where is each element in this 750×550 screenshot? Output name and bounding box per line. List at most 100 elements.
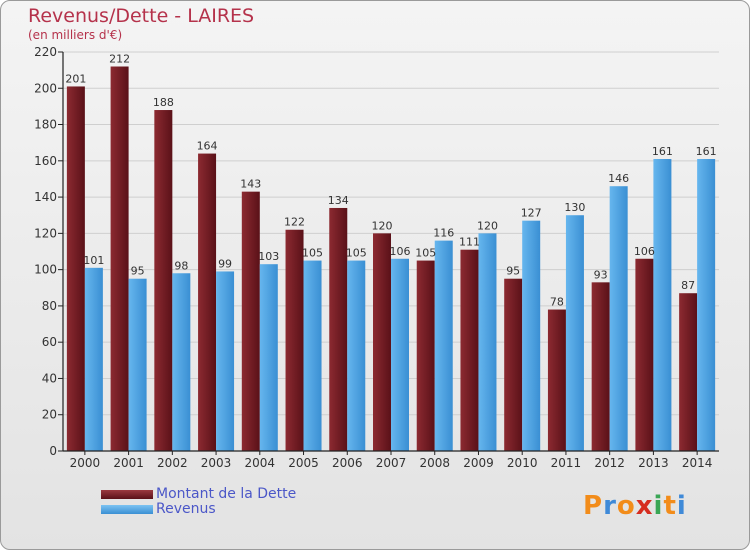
chart-subtitle: (en milliers d'€) [28, 28, 123, 42]
data-label-debt-2004: 143 [240, 178, 261, 191]
bar-revenue-2007 [391, 258, 409, 451]
data-label-revenue-2012: 146 [608, 172, 629, 185]
chart-title: Revenus/Dette - LAIRES [28, 5, 255, 27]
logo-letter: i [676, 491, 687, 521]
bar-debt-2014 [679, 293, 698, 451]
data-label-revenue-2009: 120 [477, 219, 498, 232]
bar-debt-2001 [110, 66, 129, 451]
y-tick-label: 160 [34, 154, 57, 168]
logo-letter: t [663, 491, 677, 521]
bar-revenue-2000 [84, 267, 103, 451]
data-label-revenue-2010: 127 [521, 207, 542, 220]
x-tick-label: 2008 [419, 456, 450, 470]
x-tick-label: 2000 [70, 456, 101, 470]
bar-debt-2007 [373, 233, 391, 451]
bar-debt-2006 [329, 207, 348, 451]
data-label-debt-2006: 134 [328, 194, 349, 207]
legend-swatch-debt [101, 490, 153, 499]
data-label-debt-2000: 201 [65, 72, 86, 85]
data-label-revenue-2004: 103 [258, 250, 279, 263]
data-label-revenue-2003: 99 [218, 257, 232, 270]
x-tick-label: 2003 [201, 456, 232, 470]
data-label-revenue-2013: 161 [652, 145, 673, 158]
data-label-revenue-2008: 116 [433, 227, 454, 240]
data-label-debt-2008: 105 [415, 247, 436, 260]
data-label-debt-2001: 212 [109, 53, 130, 66]
bar-revenue-2003 [216, 271, 235, 451]
data-label-debt-2002: 188 [153, 96, 174, 109]
x-tick-label: 2009 [463, 456, 494, 470]
bar-debt-2002 [154, 110, 173, 451]
logo-letter: o [616, 491, 636, 521]
bar-revenue-2012 [609, 186, 628, 451]
bar-revenue-2001 [128, 278, 147, 451]
bar-debt-2012 [591, 282, 610, 451]
bar-revenue-2011 [565, 215, 584, 451]
y-tick-label: 100 [34, 263, 57, 277]
legend-swatch-revenue [101, 505, 153, 514]
data-label-debt-2011: 78 [550, 296, 564, 309]
logo-letter: i [653, 491, 664, 521]
x-tick-label: 2011 [551, 456, 582, 470]
data-label-debt-2009: 111 [459, 236, 480, 249]
data-label-debt-2014: 87 [681, 279, 695, 292]
data-label-revenue-2014: 161 [696, 145, 717, 158]
bar-revenue-2014 [697, 159, 716, 451]
bar-debt-2003 [198, 153, 217, 451]
bar-revenue-2009 [478, 233, 497, 451]
x-tick-label: 2002 [157, 456, 188, 470]
data-label-revenue-2000: 101 [83, 254, 104, 267]
x-tick-label: 2004 [245, 456, 276, 470]
data-label-debt-2010: 95 [506, 265, 520, 278]
data-label-debt-2005: 122 [284, 216, 305, 229]
data-label-debt-2013: 106 [634, 245, 655, 258]
logo-letter: x [635, 491, 654, 521]
data-label-debt-2007: 120 [372, 219, 393, 232]
bar-debt-2013 [635, 258, 654, 451]
bar-revenue-2005 [303, 260, 322, 451]
y-tick-label: 220 [34, 45, 57, 59]
y-tick-label: 80 [42, 299, 57, 313]
data-label-revenue-2011: 130 [564, 201, 585, 214]
bar-revenue-2013 [653, 159, 672, 451]
data-label-debt-2003: 164 [197, 140, 218, 153]
data-label-revenue-2006: 105 [346, 247, 367, 260]
y-tick-label: 20 [42, 408, 57, 422]
x-tick-label: 2010 [507, 456, 538, 470]
legend-label-debt: Montant de la Dette [156, 486, 297, 502]
x-tick-label: 2001 [113, 456, 144, 470]
x-tick-label: 2005 [288, 456, 319, 470]
bar-revenue-2006 [347, 260, 366, 451]
logo-letter: r [603, 491, 617, 521]
data-label-debt-2012: 93 [594, 268, 608, 281]
bar-revenue-2004 [259, 264, 278, 451]
data-label-revenue-2007: 106 [390, 245, 411, 258]
data-label-revenue-2001: 95 [131, 265, 145, 278]
y-tick-label: 180 [34, 118, 57, 132]
y-tick-label: 140 [34, 190, 57, 204]
data-label-revenue-2002: 98 [174, 259, 188, 272]
bar-debt-2010 [504, 278, 523, 451]
bar-debt-2008 [416, 260, 435, 451]
bar-debt-2000 [66, 86, 85, 451]
bar-debt-2011 [547, 309, 566, 451]
data-label-revenue-2005: 105 [302, 247, 323, 260]
x-tick-label: 2014 [682, 456, 713, 470]
bar-revenue-2010 [522, 220, 541, 451]
y-tick-label: 120 [34, 226, 57, 240]
bar-revenue-2002 [172, 273, 191, 451]
bar-debt-2004 [241, 191, 260, 451]
x-tick-label: 2006 [332, 456, 363, 470]
y-tick-label: 0 [49, 444, 57, 458]
x-tick-label: 2007 [376, 456, 407, 470]
legend-label-revenue: Revenus [156, 501, 216, 517]
bar-debt-2009 [460, 249, 479, 451]
bar-debt-2005 [285, 229, 304, 451]
bar-revenue-2008 [434, 240, 453, 451]
y-tick-label: 60 [42, 335, 57, 349]
y-tick-label: 200 [34, 81, 57, 95]
y-tick-label: 40 [42, 371, 57, 385]
proxiti-logo: Proxiti [583, 491, 687, 521]
